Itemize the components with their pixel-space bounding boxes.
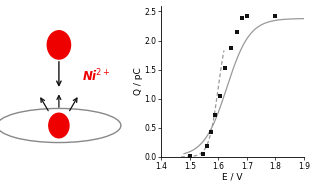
Point (228, 46, 233, 49)
Point (273, 15, 278, 18)
Ellipse shape (49, 113, 69, 138)
Point (187, 154, 192, 157)
Point (200, 153, 205, 156)
Point (204, 145, 209, 148)
Point (217, 94, 222, 97)
Text: Ni$^{2+}$: Ni$^{2+}$ (82, 68, 110, 84)
Point (240, 17, 245, 20)
Ellipse shape (47, 31, 71, 59)
Point (223, 67, 228, 70)
Point (213, 113, 218, 116)
X-axis label: E / V: E / V (222, 172, 243, 181)
Point (234, 30, 239, 33)
Point (209, 131, 214, 134)
Y-axis label: Q / pC: Q / pC (134, 67, 143, 95)
Point (244, 15, 249, 18)
